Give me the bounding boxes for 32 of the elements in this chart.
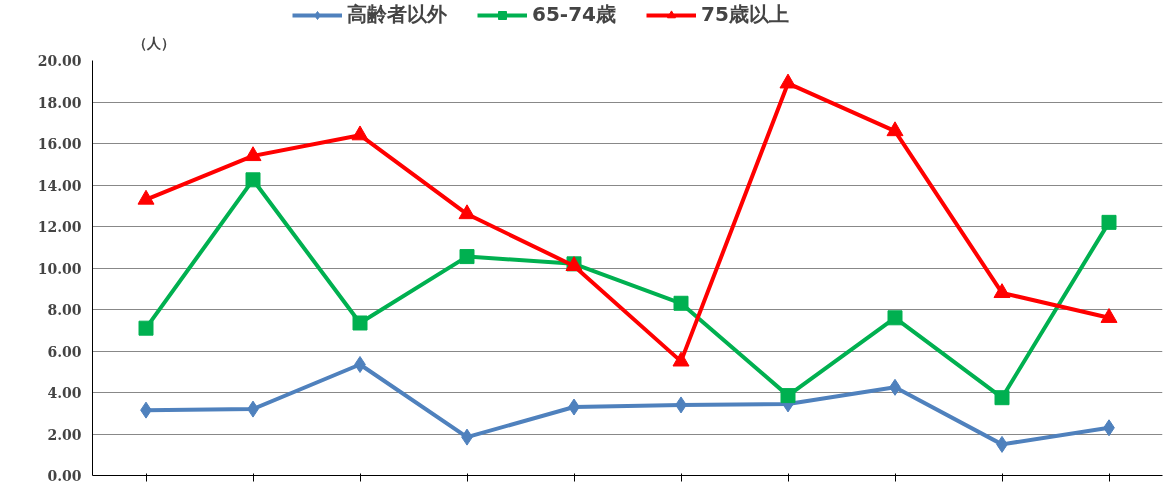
point <box>245 172 261 188</box>
point <box>351 125 369 141</box>
y-tick-label: 10.00 <box>37 260 82 277</box>
legend-label: 75歳以上 <box>700 1 789 28</box>
point <box>1101 214 1117 230</box>
point <box>673 295 689 311</box>
y-tick-label: 14.00 <box>37 177 82 194</box>
point <box>459 249 475 265</box>
legend-label: 65-74歳 <box>532 1 616 28</box>
y-tick-label: 18.00 <box>37 94 82 111</box>
y-tick-label: 12.00 <box>37 219 82 235</box>
point <box>994 390 1010 406</box>
y-tick-label: 16.00 <box>37 136 82 152</box>
point <box>244 146 262 162</box>
y-axis-title: （人） <box>132 34 175 51</box>
point <box>780 388 796 404</box>
point <box>138 320 154 336</box>
y-tick-label: 8.00 <box>47 302 82 318</box>
y-tick-label: 0.00 <box>47 468 82 484</box>
point <box>137 189 155 205</box>
point <box>886 121 904 137</box>
y-tick-label: 6.00 <box>47 343 82 360</box>
point <box>458 204 476 220</box>
y-tick-label: 20.00 <box>37 53 82 69</box>
point <box>1100 308 1118 323</box>
y-tick-label: 4.00 <box>47 385 82 401</box>
point <box>779 73 797 89</box>
point <box>993 283 1011 299</box>
point <box>352 315 368 331</box>
legend-label: 高齢者以外 <box>347 1 447 28</box>
y-tick-label: 2.00 <box>47 426 82 443</box>
point <box>887 310 903 326</box>
